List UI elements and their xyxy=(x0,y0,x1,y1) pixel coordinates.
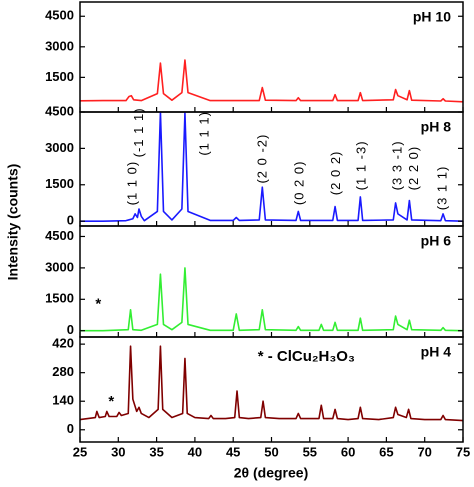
xrd-line xyxy=(80,111,464,222)
y-tick-label: 4500 xyxy=(45,228,74,243)
y-tick-label: 3000 xyxy=(45,38,74,53)
x-tick-label: 60 xyxy=(341,444,355,459)
xrd-line xyxy=(79,345,464,422)
x-tick-label: 70 xyxy=(417,444,431,459)
y-tick-label: 1500 xyxy=(45,176,74,191)
panel-label: pH 4 xyxy=(421,344,452,360)
panel-label: pH 10 xyxy=(413,9,451,25)
peak-label: (-1 1 1) xyxy=(131,107,146,157)
y-tick-label: 4500 xyxy=(45,8,74,23)
y-tick-label: 280 xyxy=(52,364,74,379)
annotation: * - ClCu₂H₃O₃ xyxy=(258,348,355,365)
panel-label: pH 8 xyxy=(421,119,452,135)
peak-label: (0 2 0) xyxy=(291,161,306,206)
x-tick-label: 75 xyxy=(456,444,470,459)
x-tick-label: 45 xyxy=(226,444,240,459)
x-axis-label: 2θ (degree) xyxy=(234,465,308,481)
y-tick-label: 0 xyxy=(67,213,74,228)
y-tick-label: 1500 xyxy=(45,69,74,84)
peak-label: (3 1 1) xyxy=(435,166,450,211)
peak-label: (2 2 0) xyxy=(406,146,421,191)
annotation: * xyxy=(108,393,114,410)
panel-frame xyxy=(79,225,464,338)
x-tick-label: 35 xyxy=(149,444,163,459)
x-tick-label: 65 xyxy=(379,444,393,459)
peak-label: (1 1 1) xyxy=(196,111,211,156)
x-tick-label: 30 xyxy=(111,444,125,459)
y-tick-label: 140 xyxy=(52,393,74,408)
xrd-line xyxy=(80,267,464,332)
x-tick-label: 25 xyxy=(73,444,87,459)
y-tick-label: 0 xyxy=(67,421,74,436)
peak-label: (2 0 -2) xyxy=(255,134,270,184)
x-tick-label: 40 xyxy=(188,444,202,459)
peak-label: (3 3 -1) xyxy=(389,140,404,190)
annotation: * xyxy=(95,295,101,312)
peak-label: (1 1 -3) xyxy=(353,140,368,190)
y-tick-label: 0 xyxy=(67,322,74,337)
y-tick-label: 3000 xyxy=(45,259,74,274)
panel-frame xyxy=(79,1,464,113)
y-axis-label: Intensity (counts) xyxy=(5,164,21,281)
y-tick-label: 1500 xyxy=(45,291,74,306)
xrd-line xyxy=(79,59,464,103)
peak-label: (2 0 2) xyxy=(328,151,343,196)
y-tick-label: 4500 xyxy=(45,103,74,118)
panel-label: pH 6 xyxy=(421,233,452,249)
y-tick-label: 420 xyxy=(52,336,74,351)
x-tick-label: 50 xyxy=(264,444,278,459)
peak-label: (1 1 0) xyxy=(124,161,139,206)
y-tick-label: 3000 xyxy=(45,140,74,155)
x-tick-label: 55 xyxy=(303,444,317,459)
